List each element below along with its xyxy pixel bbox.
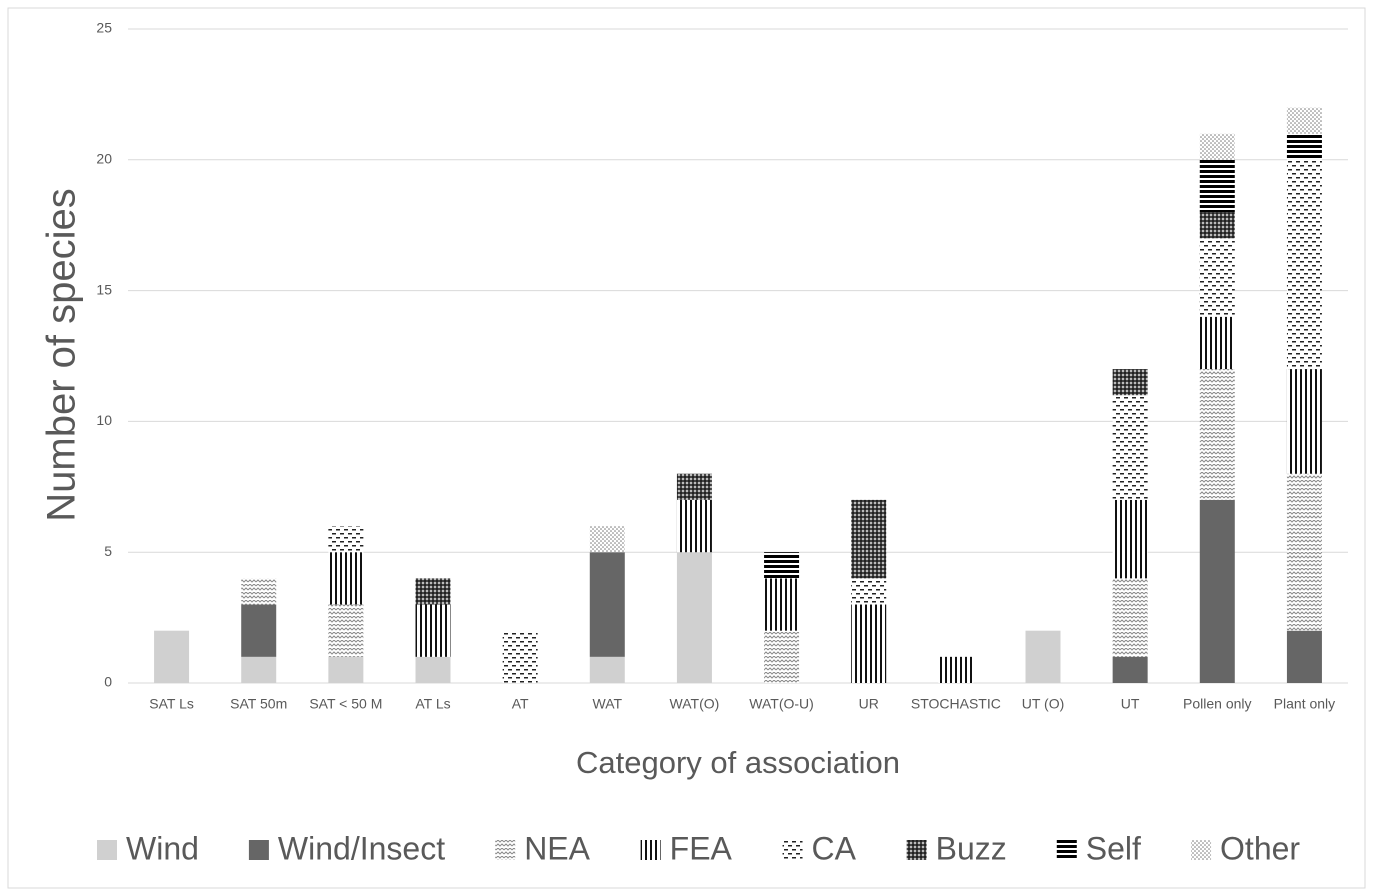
bar-segment bbox=[1286, 369, 1322, 474]
x-tick-label: AT bbox=[512, 696, 529, 712]
legend-swatch bbox=[495, 840, 516, 860]
bar-segment bbox=[415, 578, 451, 605]
bar-segment bbox=[676, 499, 712, 553]
bar-segment bbox=[1199, 159, 1235, 213]
x-tick-label: WAT(O) bbox=[670, 696, 720, 712]
y-tick-label: 10 bbox=[96, 412, 112, 428]
y-tick-label: 25 bbox=[96, 20, 112, 36]
x-tick-label: Pollen only bbox=[1183, 696, 1252, 712]
y-tick-label: 0 bbox=[104, 674, 112, 690]
bar-segment bbox=[241, 578, 277, 605]
x-tick-label: SAT 50m bbox=[230, 696, 287, 712]
y-axis-title: Number of species bbox=[40, 188, 84, 521]
bar-segment bbox=[328, 656, 364, 683]
legend-label: Buzz bbox=[936, 830, 1007, 866]
legend-label: Other bbox=[1220, 830, 1300, 866]
bar-segment bbox=[589, 656, 625, 683]
bar-segment bbox=[851, 604, 887, 683]
bar-segment bbox=[1286, 107, 1322, 134]
bar-segment bbox=[328, 604, 364, 657]
x-tick-label: Plant only bbox=[1274, 696, 1335, 712]
legend-swatch bbox=[640, 840, 661, 860]
bar-segment bbox=[415, 656, 451, 683]
bar-segment bbox=[589, 526, 625, 553]
bar-segment bbox=[328, 552, 364, 605]
bar-segment bbox=[1286, 630, 1322, 683]
x-tick-label: UT (O) bbox=[1022, 696, 1065, 712]
legend-swatch bbox=[1056, 840, 1077, 860]
legend-swatch bbox=[248, 840, 269, 860]
legend-swatch bbox=[906, 840, 927, 860]
bar-segment bbox=[1199, 499, 1235, 683]
y-tick-label: 15 bbox=[96, 281, 112, 297]
bar-segment bbox=[1112, 499, 1148, 579]
bar-segment bbox=[1286, 133, 1322, 160]
bar-segment bbox=[1286, 473, 1322, 631]
bar-segment bbox=[241, 604, 277, 657]
legend-label: CA bbox=[812, 830, 857, 866]
bar-segment bbox=[1286, 159, 1322, 370]
bar-segment bbox=[1199, 238, 1235, 317]
bar-segment bbox=[1025, 630, 1061, 683]
bar-segment bbox=[1112, 578, 1148, 657]
bar-segment bbox=[676, 473, 712, 500]
bar-segment bbox=[154, 630, 190, 683]
bar-segment bbox=[1199, 369, 1235, 500]
x-tick-label: WAT bbox=[593, 696, 623, 712]
bar-segment bbox=[764, 552, 800, 579]
bar-segment bbox=[938, 656, 974, 683]
x-tick-label: STOCHASTIC bbox=[911, 696, 1001, 712]
bar-segment bbox=[851, 578, 887, 605]
bar-segment bbox=[1199, 133, 1235, 160]
bar-segment bbox=[851, 499, 887, 579]
bar-segment bbox=[1112, 369, 1148, 396]
bar-segment bbox=[1112, 395, 1148, 500]
bar-segment bbox=[1112, 656, 1148, 683]
x-tick-label: SAT Ls bbox=[149, 696, 194, 712]
legend-swatch bbox=[782, 840, 803, 860]
x-tick-label: UT bbox=[1121, 696, 1140, 712]
legend-label: NEA bbox=[524, 830, 590, 866]
bar-segment bbox=[328, 526, 364, 553]
bar-segment bbox=[1199, 316, 1235, 370]
bar-segment bbox=[676, 552, 712, 683]
bar-segment bbox=[502, 630, 538, 683]
bar-segment bbox=[1199, 212, 1235, 239]
legend-label: FEA bbox=[670, 830, 733, 866]
x-tick-label: AT Ls bbox=[415, 696, 450, 712]
bar-segment bbox=[415, 604, 451, 657]
x-axis-title: Category of association bbox=[576, 745, 900, 780]
x-tick-label: SAT < 50 M bbox=[309, 696, 382, 712]
bar-segment bbox=[764, 630, 800, 683]
legend-label: Wind/Insect bbox=[278, 830, 445, 866]
legend-label: Wind bbox=[126, 830, 199, 866]
bar-segment bbox=[589, 552, 625, 657]
y-tick-label: 5 bbox=[104, 543, 112, 559]
bar-segment bbox=[241, 656, 277, 683]
x-tick-label: UR bbox=[859, 696, 879, 712]
legend-swatch bbox=[1191, 840, 1212, 860]
y-tick-label: 20 bbox=[96, 151, 112, 167]
legend-label: Self bbox=[1086, 830, 1141, 866]
legend-swatch bbox=[97, 840, 117, 860]
bar-segment bbox=[764, 578, 800, 631]
x-tick-label: WAT(O-U) bbox=[749, 696, 814, 712]
